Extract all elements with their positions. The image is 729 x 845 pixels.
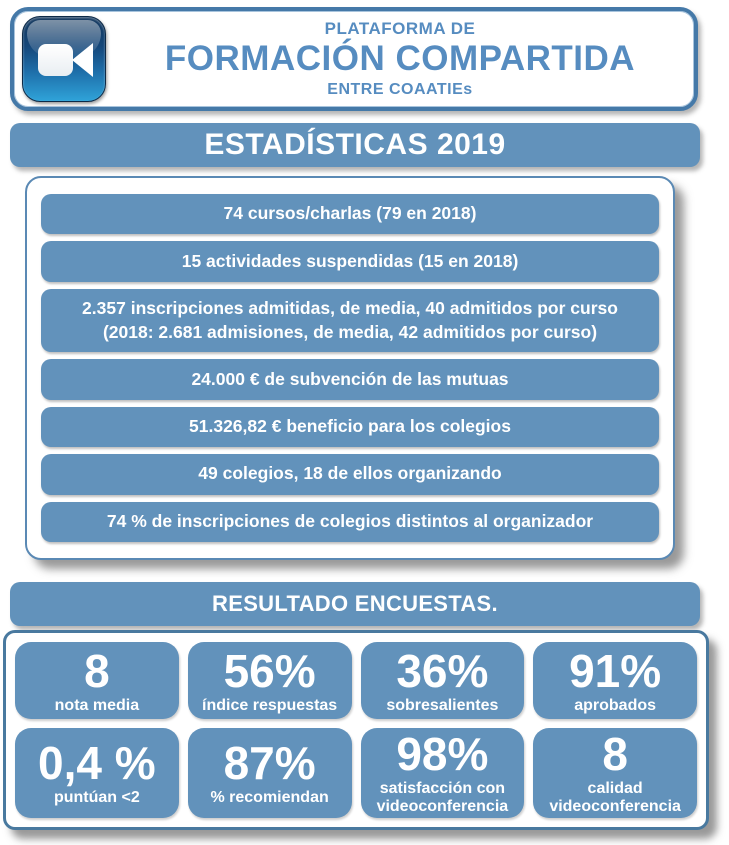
surveys-section-title: RESULTADO ENCUESTAS. bbox=[10, 582, 700, 626]
statistic-bar: 2.357 inscripciones admitidas, de media,… bbox=[41, 288, 659, 353]
statistic-bar: 49 colegios, 18 de ellos organizando bbox=[41, 454, 659, 495]
survey-result-card: 8 calidad videoconferencia bbox=[533, 728, 697, 818]
survey-value: 56% bbox=[223, 644, 316, 697]
survey-result-card: 98% satisfacción con videoconferencia bbox=[360, 728, 525, 818]
survey-label: calidad videoconferencia bbox=[549, 780, 681, 815]
page-title: FORMACIÓN COMPARTIDA bbox=[164, 39, 636, 79]
statistics-panel: 74 cursos/charlas (79 en 2018) 15 activid… bbox=[25, 176, 675, 560]
survey-value: 91% bbox=[569, 644, 662, 697]
survey-label: satisfacción con videoconferencia bbox=[376, 780, 509, 815]
survey-label: % recomiendan bbox=[210, 789, 329, 807]
statistic-bar: 51.326,82 € beneficio para los colegios bbox=[41, 406, 659, 448]
header-title-block: PLATAFORMA DE FORMACIÓN COMPARTIDA ENTRE… bbox=[106, 18, 694, 99]
survey-value: 87% bbox=[223, 737, 316, 790]
statistic-text: (2018: 2.681 admisiones, de media, 42 ad… bbox=[102, 321, 598, 342]
statistic-text: 2.357 inscripciones admitidas, de media,… bbox=[82, 297, 618, 318]
camera-lens-shape bbox=[72, 43, 93, 77]
survey-result-card: 87%% recomiendan bbox=[187, 728, 352, 818]
statistics-section-title: ESTADÍSTICAS 2019 bbox=[10, 123, 700, 167]
survey-label: nota media bbox=[54, 696, 140, 714]
survey-label: índice respuestas bbox=[202, 696, 338, 714]
statistic-bar: 74 % de inscripciones de colegios distin… bbox=[41, 501, 659, 543]
video-camera-icon bbox=[22, 16, 106, 102]
survey-value: 0,4 % bbox=[38, 737, 156, 790]
camera-body-shape bbox=[38, 44, 73, 76]
statistic-text: 74 cursos/charlas (79 en 2018) bbox=[223, 203, 477, 224]
statistic-text: 51.326,82 € beneficio para los colegios bbox=[189, 415, 511, 436]
header-supertitle: PLATAFORMA DE bbox=[324, 18, 476, 38]
statistic-bar: 15 actividades suspendidas (15 en 2018) bbox=[41, 241, 659, 282]
survey-result-card: 56% índice respuestas bbox=[187, 642, 352, 720]
survey-value: 98% bbox=[396, 728, 489, 781]
survey-value: 8 bbox=[84, 644, 110, 697]
statistic-text: 15 actividades suspendidas (15 en 2018) bbox=[181, 250, 519, 271]
survey-value: 36% bbox=[396, 644, 489, 697]
header-subtitle: ENTRE COAATIEs bbox=[327, 80, 473, 98]
survey-label: sobresalientes bbox=[386, 696, 499, 714]
survey-label: aprobados bbox=[574, 696, 657, 714]
statistic-text: 49 colegios, 18 de ellos organizando bbox=[198, 463, 502, 484]
statistic-bar: 24.000 € de subvención de las mutuas bbox=[41, 359, 659, 400]
survey-label: puntúan <2 bbox=[53, 789, 140, 807]
statistic-text: 24.000 € de subvención de las mutuas bbox=[191, 368, 509, 389]
statistic-bar: 74 cursos/charlas (79 en 2018) bbox=[41, 194, 659, 235]
survey-value: 8 bbox=[602, 728, 628, 781]
statistic-text: 74 % de inscripciones de colegios distin… bbox=[106, 510, 594, 531]
survey-result-card: 91% aprobados bbox=[533, 642, 697, 720]
surveys-panel: 8 nota media 56% índice respuestas 36% sobres… bbox=[3, 630, 709, 830]
header-banner: PLATAFORMA DE FORMACIÓN COMPARTIDA ENTRE… bbox=[10, 7, 698, 111]
survey-result-card: 36% sobresalientes bbox=[360, 642, 525, 720]
survey-result-card: 0,4 % puntúan <2 bbox=[15, 728, 179, 818]
survey-result-card: 8 nota media bbox=[15, 642, 179, 720]
